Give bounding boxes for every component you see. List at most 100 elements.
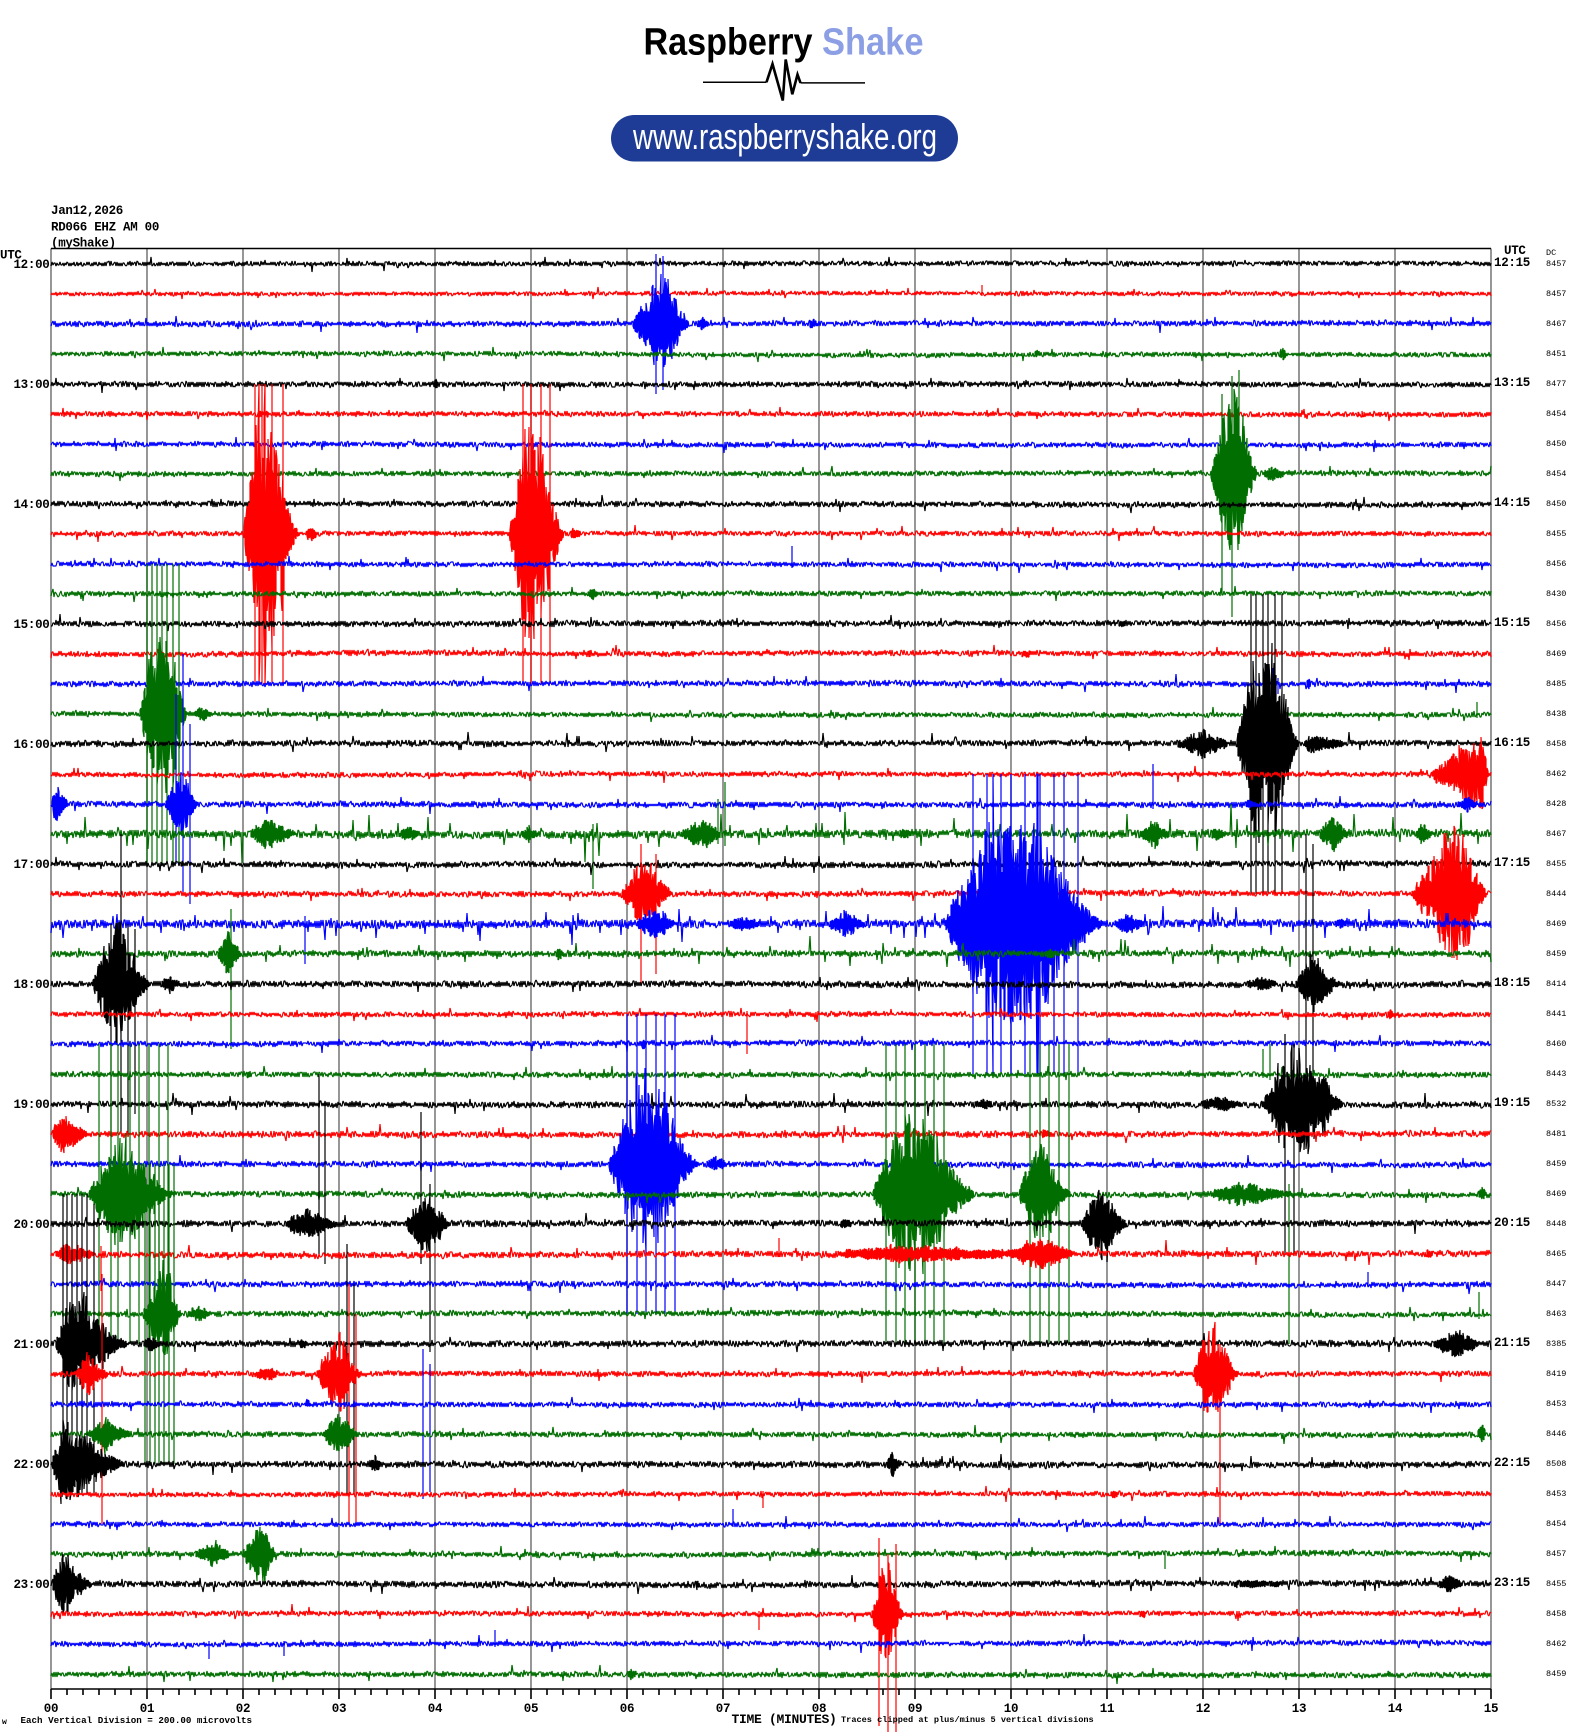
svg-text:TIME (MINUTES): TIME (MINUTES) bbox=[731, 1712, 836, 1727]
svg-text:8430: 8430 bbox=[1546, 589, 1566, 599]
svg-text:8444: 8444 bbox=[1546, 889, 1566, 899]
svg-text:8450: 8450 bbox=[1546, 499, 1566, 509]
svg-text:8450: 8450 bbox=[1546, 439, 1566, 449]
svg-text:8462: 8462 bbox=[1546, 769, 1566, 779]
svg-text:8458: 8458 bbox=[1546, 1609, 1566, 1619]
svg-text:8447: 8447 bbox=[1546, 1279, 1566, 1289]
svg-text:8457: 8457 bbox=[1546, 1549, 1566, 1559]
svg-text:08: 08 bbox=[812, 1702, 826, 1716]
svg-text:8481: 8481 bbox=[1546, 1129, 1566, 1139]
svg-text:8453: 8453 bbox=[1546, 1489, 1566, 1499]
svg-text:8457: 8457 bbox=[1546, 289, 1566, 299]
svg-text:03: 03 bbox=[332, 1702, 346, 1716]
svg-text:22:15: 22:15 bbox=[1494, 1456, 1530, 1470]
svg-text:8443: 8443 bbox=[1546, 1069, 1566, 1079]
svg-text:UTC: UTC bbox=[0, 249, 22, 263]
svg-text:8446: 8446 bbox=[1546, 1429, 1566, 1439]
svg-text:UTC: UTC bbox=[1504, 244, 1526, 258]
svg-text:17:00: 17:00 bbox=[13, 858, 49, 872]
svg-text:8467: 8467 bbox=[1546, 319, 1566, 329]
svg-text:16:00: 16:00 bbox=[13, 738, 49, 752]
svg-text:8477: 8477 bbox=[1546, 379, 1566, 389]
svg-text:15:15: 15:15 bbox=[1494, 616, 1530, 630]
svg-text:(myShake): (myShake) bbox=[51, 237, 116, 251]
svg-text:13:00: 13:00 bbox=[13, 378, 49, 392]
svg-text:00: 00 bbox=[44, 1702, 58, 1716]
svg-text:15: 15 bbox=[1484, 1702, 1498, 1716]
svg-text:www.raspberryshake.org: www.raspberryshake.org bbox=[632, 116, 937, 157]
svg-text:23:00: 23:00 bbox=[13, 1578, 49, 1592]
svg-text:8428: 8428 bbox=[1546, 799, 1566, 809]
svg-text:02: 02 bbox=[236, 1702, 250, 1716]
svg-text:8469: 8469 bbox=[1546, 919, 1566, 929]
svg-text:11: 11 bbox=[1100, 1702, 1114, 1716]
svg-text:18:00: 18:00 bbox=[13, 978, 49, 992]
svg-text:05: 05 bbox=[524, 1702, 538, 1716]
svg-text:8485: 8485 bbox=[1546, 679, 1566, 689]
svg-text:w: w bbox=[2, 1718, 7, 1727]
svg-text:8448: 8448 bbox=[1546, 1219, 1566, 1229]
svg-text:12:15: 12:15 bbox=[1494, 256, 1530, 270]
svg-text:16:15: 16:15 bbox=[1494, 736, 1530, 750]
svg-text:8454: 8454 bbox=[1546, 1519, 1566, 1529]
svg-text:RD066 EHZ AM 00: RD066 EHZ AM 00 bbox=[51, 221, 159, 235]
svg-text:8438: 8438 bbox=[1546, 709, 1566, 719]
svg-text:8455: 8455 bbox=[1546, 859, 1566, 869]
svg-text:8456: 8456 bbox=[1546, 559, 1566, 569]
svg-text:23:15: 23:15 bbox=[1494, 1576, 1530, 1590]
svg-text:8469: 8469 bbox=[1546, 1189, 1566, 1199]
svg-text:8458: 8458 bbox=[1546, 739, 1566, 749]
svg-text:17:15: 17:15 bbox=[1494, 856, 1530, 870]
svg-text:20:00: 20:00 bbox=[13, 1218, 49, 1232]
svg-text:14: 14 bbox=[1388, 1702, 1403, 1716]
svg-text:Raspberry: Raspberry bbox=[644, 22, 813, 64]
svg-text:04: 04 bbox=[428, 1702, 443, 1716]
svg-text:13: 13 bbox=[1292, 1702, 1306, 1716]
svg-text:8508: 8508 bbox=[1546, 1459, 1566, 1469]
svg-text:8441: 8441 bbox=[1546, 1009, 1566, 1019]
svg-text:Jan12,2026: Jan12,2026 bbox=[51, 204, 123, 218]
svg-text:Traces clipped at plus/minus 5: Traces clipped at plus/minus 5 vertical … bbox=[841, 1715, 1094, 1725]
svg-text:8451: 8451 bbox=[1546, 349, 1566, 359]
svg-text:14:15: 14:15 bbox=[1494, 496, 1530, 510]
svg-text:21:00: 21:00 bbox=[13, 1338, 49, 1352]
svg-text:8454: 8454 bbox=[1546, 409, 1566, 419]
svg-text:10: 10 bbox=[1004, 1702, 1018, 1716]
svg-text:8385: 8385 bbox=[1546, 1339, 1566, 1349]
svg-text:01: 01 bbox=[140, 1702, 154, 1716]
svg-text:13:15: 13:15 bbox=[1494, 376, 1530, 390]
svg-text:8456: 8456 bbox=[1546, 619, 1566, 629]
svg-text:8459: 8459 bbox=[1546, 1159, 1566, 1169]
svg-text:8465: 8465 bbox=[1546, 1249, 1566, 1259]
svg-text:DC: DC bbox=[1546, 248, 1556, 258]
svg-text:8414: 8414 bbox=[1546, 979, 1566, 989]
svg-text:12: 12 bbox=[1196, 1702, 1210, 1716]
svg-text:8467: 8467 bbox=[1546, 829, 1566, 839]
svg-text:8453: 8453 bbox=[1546, 1399, 1566, 1409]
svg-text:8459: 8459 bbox=[1546, 1669, 1566, 1679]
svg-text:20:15: 20:15 bbox=[1494, 1216, 1530, 1230]
svg-text:09: 09 bbox=[908, 1702, 922, 1716]
svg-text:19:15: 19:15 bbox=[1494, 1096, 1530, 1110]
svg-text:15:00: 15:00 bbox=[13, 618, 49, 632]
svg-text:8454: 8454 bbox=[1546, 469, 1566, 479]
svg-text:Shake: Shake bbox=[822, 22, 924, 64]
svg-text:8457: 8457 bbox=[1546, 259, 1566, 269]
svg-text:8532: 8532 bbox=[1546, 1099, 1566, 1109]
svg-text:14:00: 14:00 bbox=[13, 498, 49, 512]
svg-text:18:15: 18:15 bbox=[1494, 976, 1530, 990]
svg-text:07: 07 bbox=[716, 1702, 730, 1716]
svg-text:8460: 8460 bbox=[1546, 1039, 1566, 1049]
svg-text:Each Vertical Division = 200.: Each Vertical Division = 200.00 microvol… bbox=[21, 1715, 253, 1726]
svg-text:19:00: 19:00 bbox=[13, 1098, 49, 1112]
svg-text:8469: 8469 bbox=[1546, 649, 1566, 659]
svg-text:8455: 8455 bbox=[1546, 529, 1566, 539]
svg-text:8462: 8462 bbox=[1546, 1639, 1566, 1649]
svg-text:8459: 8459 bbox=[1546, 949, 1566, 959]
svg-text:8455: 8455 bbox=[1546, 1579, 1566, 1589]
svg-text:8463: 8463 bbox=[1546, 1309, 1566, 1319]
svg-text:22:00: 22:00 bbox=[13, 1458, 49, 1472]
svg-text:06: 06 bbox=[620, 1702, 634, 1716]
svg-text:8419: 8419 bbox=[1546, 1369, 1566, 1379]
svg-text:12:00: 12:00 bbox=[13, 258, 49, 272]
